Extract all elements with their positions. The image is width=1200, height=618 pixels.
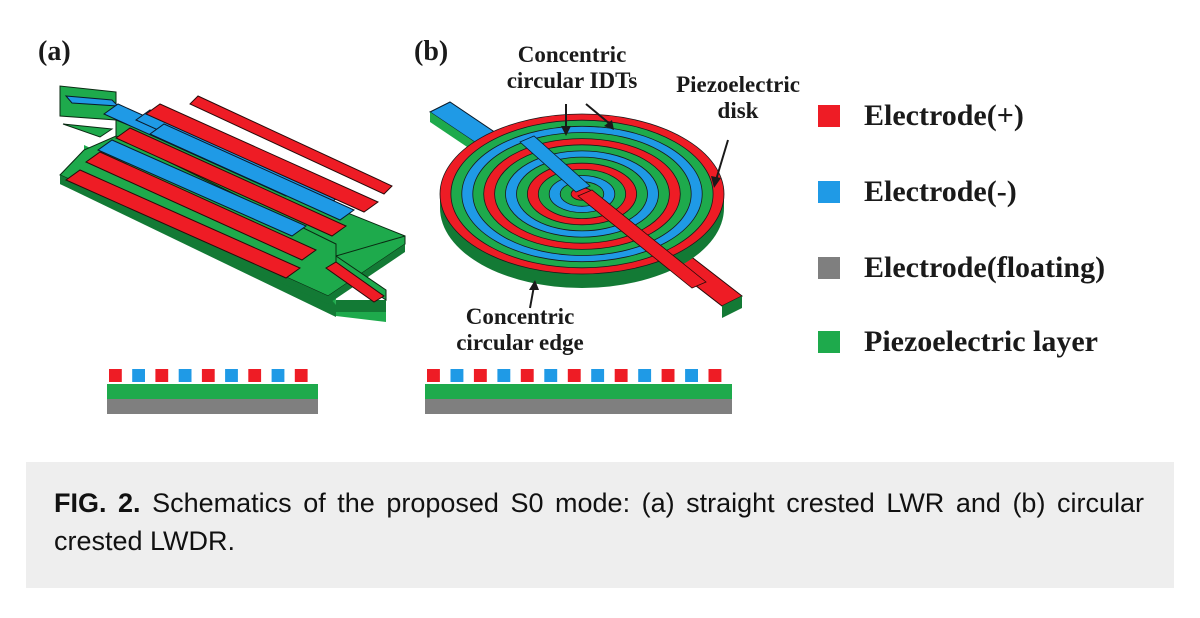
- cross-section-electrode: [178, 369, 192, 382]
- annotation-piezoelectric-disk: Piezoelectric disk: [660, 72, 816, 124]
- cross-section-electrode: [473, 369, 487, 382]
- annotation-line: disk: [717, 98, 759, 123]
- cross-section-electrode: [271, 369, 285, 382]
- annotation-line: Piezoelectric: [676, 72, 800, 97]
- cross-section-electrode: [708, 369, 722, 382]
- cross-section-electrode: [567, 369, 581, 382]
- panel-b-cross-section: [425, 369, 732, 414]
- panel-a-drawing: [59, 85, 406, 322]
- annotation-line: circular edge: [456, 330, 584, 355]
- legend-item-electrode-floating: Electrode(floating): [818, 248, 1105, 288]
- annotation-line: circular IDTs: [506, 68, 638, 93]
- cross-section-electrode: [225, 369, 238, 382]
- panel-a-label: (a): [38, 36, 71, 67]
- figure-caption: FIG. 2. Schematics of the proposed S0 mo…: [26, 462, 1174, 588]
- annotation-line: Concentric: [465, 304, 575, 329]
- legend-item-electrode-negative: Electrode(-): [818, 172, 1017, 212]
- legend-label: Electrode(floating): [864, 251, 1106, 284]
- annotation-arrows: [529, 103, 729, 309]
- panel-a-cross-section: [107, 369, 318, 414]
- legend-label: Electrode(+): [864, 99, 1024, 132]
- annotation-concentric-edge: Concentric circular edge: [440, 304, 600, 356]
- legend-swatch: [818, 105, 840, 127]
- cross-section-electrode: [201, 369, 215, 382]
- legend-label: Electrode(-): [864, 175, 1017, 208]
- caption-text: Schematics of the proposed S0 mode: (a) …: [54, 488, 1144, 556]
- schematic-drawing: [59, 85, 743, 414]
- blue-feed-line: [519, 135, 591, 193]
- cross-section-electrode: [544, 369, 558, 382]
- cross-section-electrode: [248, 369, 262, 382]
- concentric-rings: [439, 113, 725, 289]
- cross-section-electrode: [520, 369, 534, 382]
- cross-section-electrode: [497, 369, 511, 382]
- legend-swatch: [818, 181, 840, 203]
- legend-label: Piezoelectric layer: [864, 325, 1098, 358]
- panel-b-drawing: [429, 101, 743, 318]
- figure: (a) (b) Concentric circular IDTs Piezoel…: [38, 36, 1105, 414]
- cross-section-electrode: [638, 369, 652, 382]
- cross-section-electrode: [294, 369, 308, 382]
- cross-section-electrode: [450, 369, 464, 382]
- cross-section-electrode: [614, 369, 628, 382]
- cross-section-electrode: [685, 369, 698, 382]
- cross-section-electrode: [591, 369, 605, 382]
- cross-section-electrode: [132, 369, 145, 382]
- legend-item-piezoelectric-layer: Piezoelectric layer: [818, 322, 1098, 362]
- annotation-concentric-idts: Concentric circular IDTs: [488, 42, 656, 94]
- cross-section-electrode: [427, 369, 440, 382]
- cross-section-electrode: [109, 369, 122, 382]
- annotation-line: Concentric: [517, 42, 627, 67]
- panel-b-label: (b): [414, 36, 449, 67]
- panel-a-electrode-strip: [109, 369, 308, 382]
- red-feed-line: [577, 189, 707, 289]
- cross-section-electrode: [155, 369, 169, 382]
- legend-swatch: [818, 257, 840, 279]
- panel-b-electrode-strip: [427, 369, 722, 382]
- cross-section-electrode: [661, 369, 675, 382]
- legend-item-electrode-positive: Electrode(+): [818, 96, 1024, 136]
- caption-figure-label: FIG. 2.: [54, 488, 141, 518]
- legend-swatch: [818, 331, 840, 353]
